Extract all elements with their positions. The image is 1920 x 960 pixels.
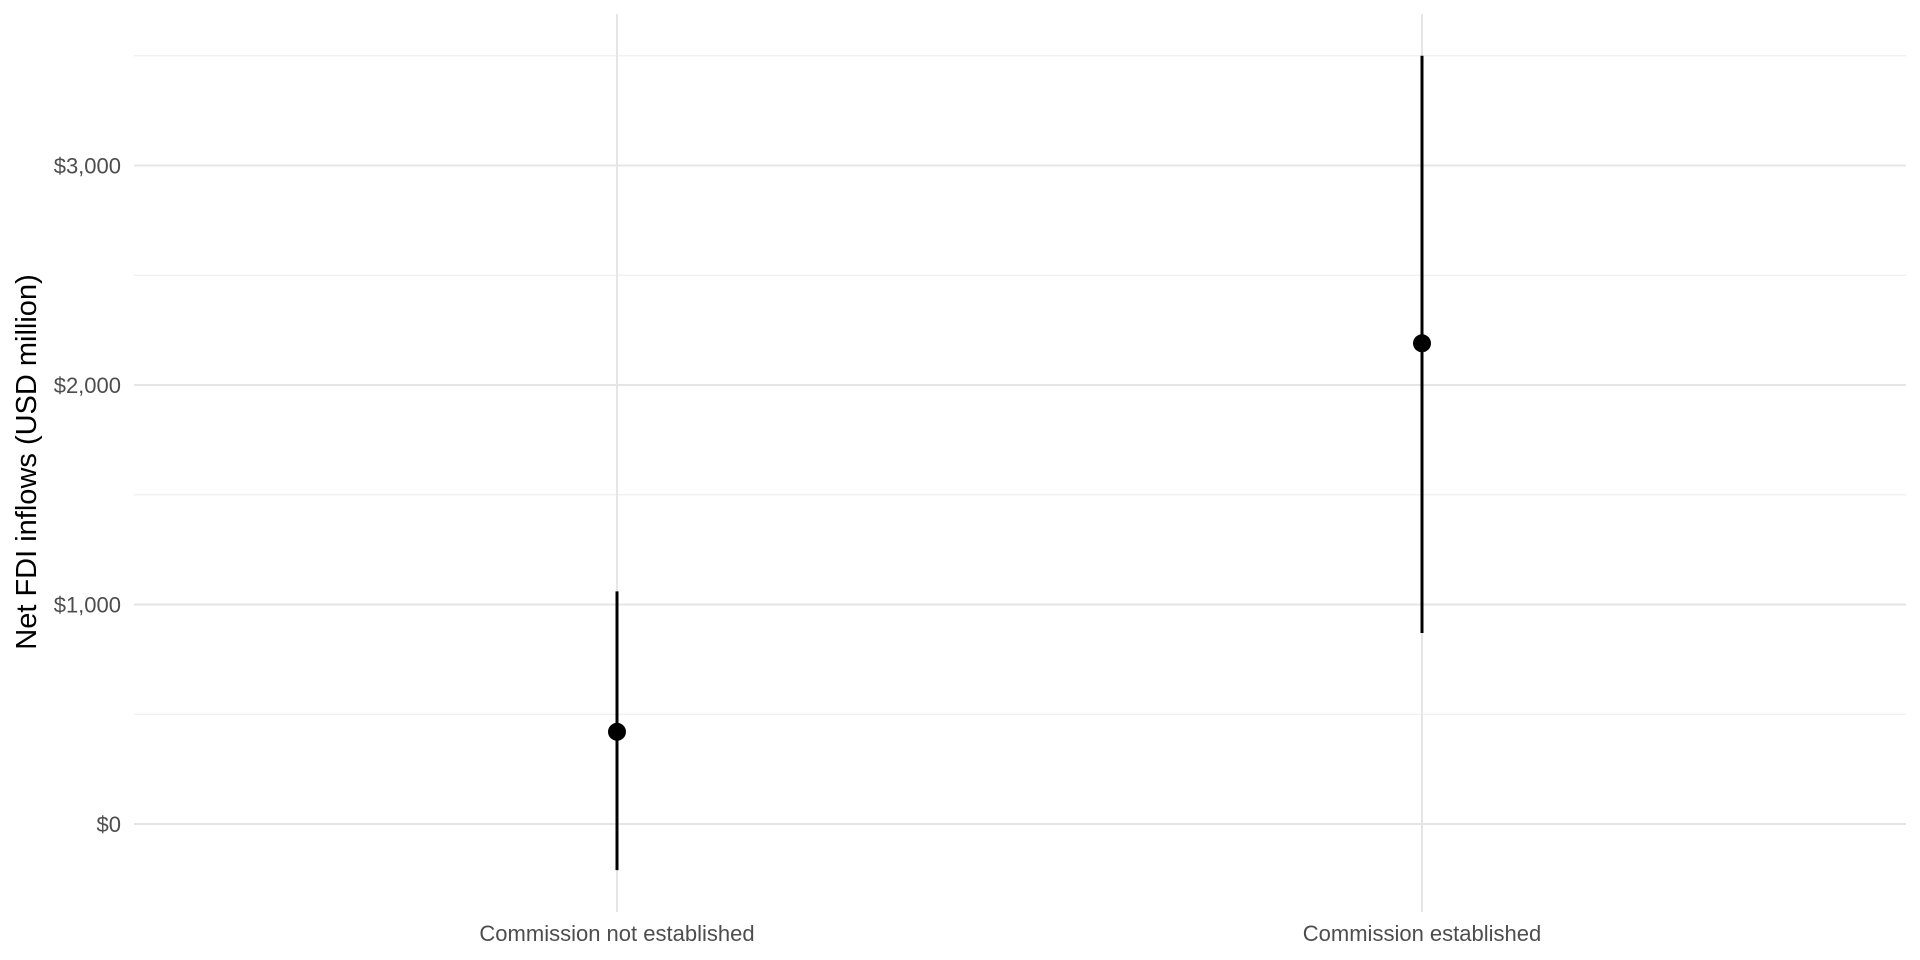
grid-lines — [134, 14, 1906, 912]
y-axis-title: Net FDI inflows (USD million) — [11, 274, 43, 649]
estimate-point — [1413, 334, 1431, 353]
x-tick-label: Commission not established — [479, 921, 754, 946]
y-tick-label: $3,000 — [54, 154, 121, 179]
x-tick-label: Commission established — [1303, 921, 1541, 946]
y-tick-label: $1,000 — [54, 593, 121, 618]
y-tick-label: $2,000 — [54, 373, 121, 398]
estimate-point — [608, 722, 626, 741]
data-marks — [608, 55, 1431, 871]
tick-labels: $0 $1,000 $2,000 $3,000 Commission not estab… — [54, 154, 1542, 947]
y-tick-label: $0 — [97, 812, 121, 837]
